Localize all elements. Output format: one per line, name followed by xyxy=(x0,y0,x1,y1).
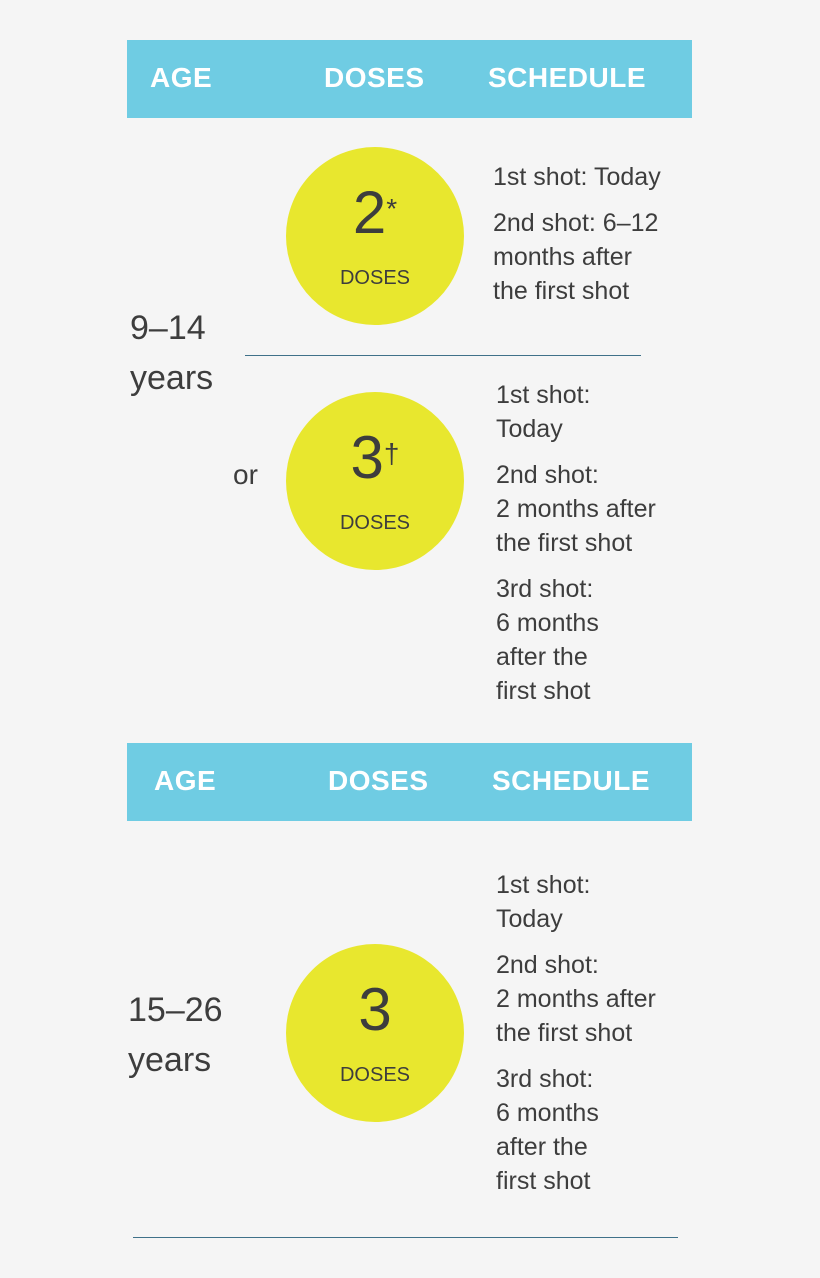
dose-count: 2 xyxy=(352,179,387,246)
table-header-1: AGE DOSES SCHEDULE xyxy=(127,40,692,118)
schedule-item: 1st shot: Today xyxy=(496,871,591,933)
divider xyxy=(133,1237,678,1238)
footnote-mark: * xyxy=(386,193,398,224)
doses-label: DOSES xyxy=(339,512,411,534)
doses-label: DOSES xyxy=(339,267,411,289)
header-schedule: SCHEDULE xyxy=(492,765,651,796)
header-age: AGE xyxy=(150,62,213,93)
header-schedule: SCHEDULE xyxy=(488,62,647,93)
schedule-2-doses: 1st shot: Today 2nd shot: 6–12 months af… xyxy=(493,160,661,320)
table-header-2: AGE DOSES SCHEDULE xyxy=(127,743,692,821)
doses-label: DOSES xyxy=(339,1064,411,1086)
schedule-item: 3rd shot: 6 months after the first shot xyxy=(496,1065,599,1195)
doses-circle-2: 2* DOSES xyxy=(286,147,464,325)
footnote-mark: † xyxy=(383,438,400,469)
header-doses: DOSES xyxy=(328,765,429,796)
doses-circle-3: 3 DOSES xyxy=(286,944,464,1122)
schedule-item: 2nd shot: 2 months after the first shot xyxy=(496,461,656,557)
header-doses: DOSES xyxy=(324,62,425,93)
dose-count: 3 xyxy=(358,976,392,1043)
schedule-item: 2nd shot: 6–12 months after the first sh… xyxy=(493,209,659,305)
schedule-item: 1st shot: Today xyxy=(493,163,661,191)
schedule-item: 2nd shot: 2 months after the first shot xyxy=(496,951,656,1047)
doses-circle-3: 3† DOSES xyxy=(286,392,464,570)
divider xyxy=(245,355,641,356)
schedule-3-doses: 1st shot: Today 2nd shot: 2 months after… xyxy=(496,378,656,720)
schedule-item: 3rd shot: 6 months after the first shot xyxy=(496,575,599,705)
dose-count: 3 xyxy=(350,424,384,491)
or-label: or xyxy=(233,459,258,490)
age-range-15-26: 15–26 years xyxy=(128,991,223,1079)
header-age: AGE xyxy=(154,765,217,796)
schedule-3-doses: 1st shot: Today 2nd shot: 2 months after… xyxy=(496,868,656,1210)
schedule-item: 1st shot: Today xyxy=(496,381,591,443)
age-range-9-14: 9–14 years xyxy=(130,309,214,397)
